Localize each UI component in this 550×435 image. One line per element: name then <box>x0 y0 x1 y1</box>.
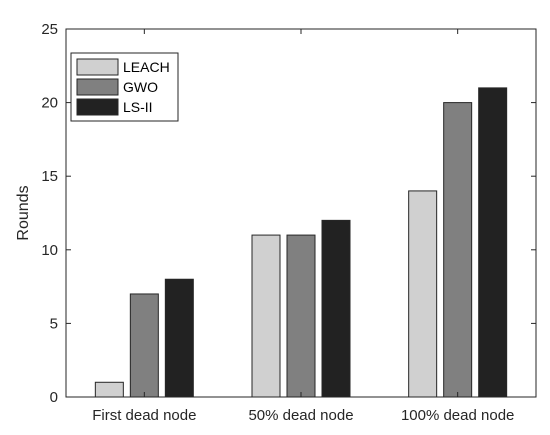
legend-label-gwo: GWO <box>123 79 158 95</box>
legend-label-ls-ii: LS-II <box>123 99 153 115</box>
x-tick-label: 50% dead node <box>248 407 353 424</box>
bar-gwo-1 <box>286 234 316 398</box>
bar-leach-0 <box>94 381 124 398</box>
y-tick-label: 15 <box>41 168 58 185</box>
y-tick-label: 25 <box>41 21 58 38</box>
y-tick-label: 10 <box>41 242 58 259</box>
bar-leach-1 <box>251 234 281 398</box>
bar-gwo-0 <box>129 293 159 398</box>
x-axis-ticks: First dead node 50% dead node 100% dead no… <box>92 29 514 424</box>
bar-ls-ii-1 <box>321 219 351 398</box>
legend-swatch-ls-ii <box>76 98 119 116</box>
y-tick-label: 20 <box>41 95 58 112</box>
bar-ls-ii-0 <box>164 278 194 398</box>
bar-gwo-2 <box>443 102 473 398</box>
legend: LEACH GWO LS-II <box>70 52 179 122</box>
bar-leach-2 <box>408 190 438 398</box>
bars-layer <box>94 87 508 398</box>
y-axis-ticks: 0 5 10 15 20 25 <box>41 21 536 406</box>
x-tick-label: First dead node <box>92 407 196 424</box>
y-axis-label: Rounds <box>15 185 32 240</box>
y-tick-label: 0 <box>50 389 58 406</box>
legend-label-leach: LEACH <box>123 59 170 75</box>
legend-swatch-leach <box>76 58 119 76</box>
y-tick-label: 5 <box>50 315 58 332</box>
x-tick-label: 100% dead node <box>401 407 514 424</box>
bar-ls-ii-2 <box>478 87 508 398</box>
legend-swatch-gwo <box>76 78 119 96</box>
